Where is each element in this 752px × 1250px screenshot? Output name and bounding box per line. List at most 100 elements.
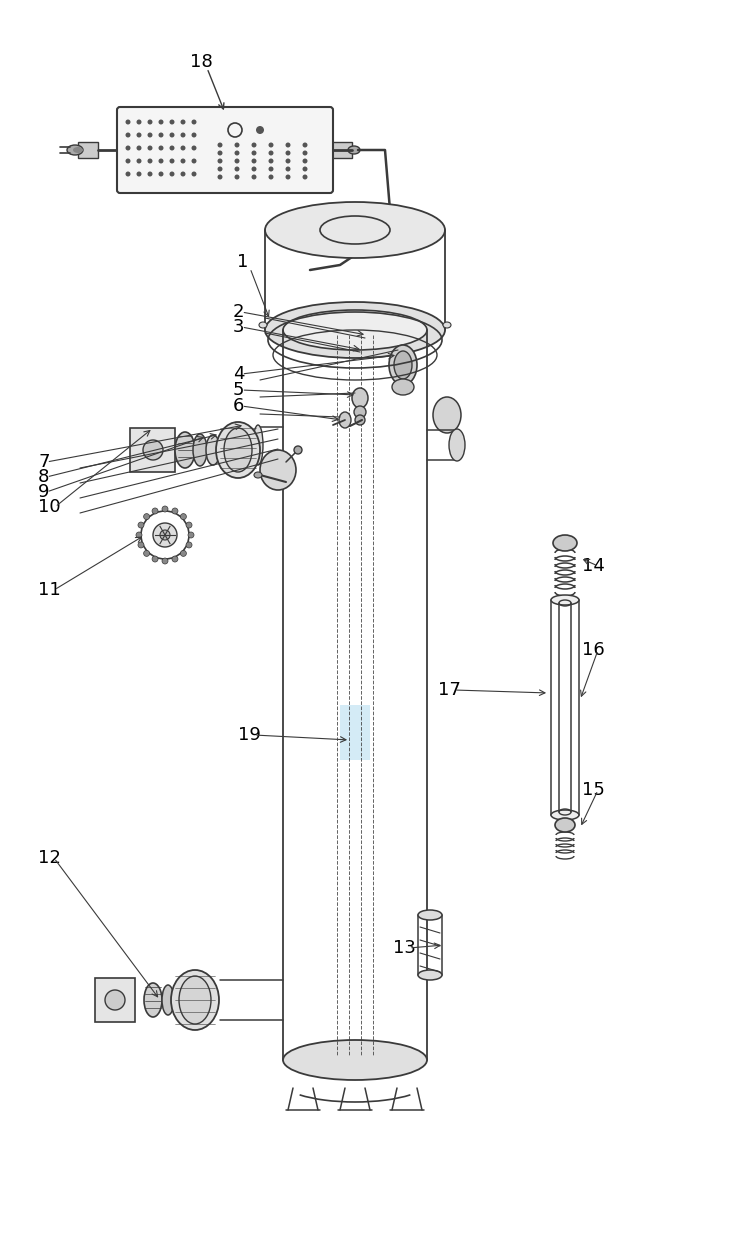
Ellipse shape bbox=[268, 159, 274, 164]
Ellipse shape bbox=[160, 530, 170, 540]
Ellipse shape bbox=[418, 910, 442, 920]
Ellipse shape bbox=[162, 506, 168, 512]
Ellipse shape bbox=[180, 550, 186, 556]
Ellipse shape bbox=[355, 415, 365, 425]
Ellipse shape bbox=[169, 120, 174, 125]
Ellipse shape bbox=[251, 159, 256, 164]
Ellipse shape bbox=[126, 145, 131, 150]
Ellipse shape bbox=[268, 166, 274, 171]
Ellipse shape bbox=[286, 322, 294, 328]
Ellipse shape bbox=[143, 440, 163, 460]
Ellipse shape bbox=[235, 175, 239, 180]
Ellipse shape bbox=[235, 142, 239, 148]
Text: 8: 8 bbox=[38, 468, 50, 486]
Text: 4: 4 bbox=[233, 365, 244, 382]
Ellipse shape bbox=[126, 159, 131, 164]
Ellipse shape bbox=[159, 132, 163, 138]
Bar bbox=[78, 142, 98, 158]
FancyBboxPatch shape bbox=[117, 107, 333, 192]
Bar bbox=[130, 428, 175, 472]
Ellipse shape bbox=[256, 126, 264, 134]
Ellipse shape bbox=[354, 406, 366, 418]
Text: 12: 12 bbox=[38, 849, 61, 868]
Text: 2: 2 bbox=[233, 302, 244, 321]
Ellipse shape bbox=[73, 148, 83, 152]
Ellipse shape bbox=[169, 132, 174, 138]
Ellipse shape bbox=[180, 132, 186, 138]
Ellipse shape bbox=[283, 1040, 427, 1080]
Ellipse shape bbox=[268, 142, 274, 148]
Ellipse shape bbox=[171, 970, 219, 1030]
Ellipse shape bbox=[159, 159, 163, 164]
Ellipse shape bbox=[162, 985, 174, 1015]
Text: 13: 13 bbox=[393, 939, 416, 958]
Bar bbox=[340, 705, 370, 760]
Text: 17: 17 bbox=[438, 681, 461, 699]
Ellipse shape bbox=[339, 412, 351, 428]
Ellipse shape bbox=[283, 310, 427, 350]
Ellipse shape bbox=[180, 171, 186, 176]
Ellipse shape bbox=[235, 159, 239, 164]
Text: 15: 15 bbox=[582, 781, 605, 799]
Ellipse shape bbox=[192, 120, 196, 125]
Ellipse shape bbox=[389, 345, 417, 385]
Ellipse shape bbox=[286, 159, 290, 164]
Ellipse shape bbox=[126, 171, 131, 176]
Ellipse shape bbox=[265, 202, 445, 258]
Text: 11: 11 bbox=[38, 581, 61, 599]
Ellipse shape bbox=[180, 145, 186, 150]
Ellipse shape bbox=[433, 398, 461, 432]
Ellipse shape bbox=[206, 435, 220, 465]
Bar bbox=[332, 142, 352, 158]
Ellipse shape bbox=[416, 322, 424, 328]
Ellipse shape bbox=[186, 542, 192, 548]
Ellipse shape bbox=[224, 428, 252, 472]
Ellipse shape bbox=[169, 171, 174, 176]
Ellipse shape bbox=[251, 175, 256, 180]
Ellipse shape bbox=[147, 159, 153, 164]
Ellipse shape bbox=[268, 175, 274, 180]
Ellipse shape bbox=[286, 322, 294, 328]
Ellipse shape bbox=[159, 171, 163, 176]
Ellipse shape bbox=[416, 322, 424, 328]
Ellipse shape bbox=[394, 351, 412, 379]
Ellipse shape bbox=[259, 322, 267, 328]
Ellipse shape bbox=[449, 429, 465, 461]
Ellipse shape bbox=[137, 120, 141, 125]
Ellipse shape bbox=[286, 166, 290, 171]
Ellipse shape bbox=[159, 145, 163, 150]
Ellipse shape bbox=[418, 970, 442, 980]
Ellipse shape bbox=[217, 166, 223, 171]
Ellipse shape bbox=[217, 175, 223, 180]
Ellipse shape bbox=[268, 150, 274, 155]
Ellipse shape bbox=[172, 556, 178, 562]
Text: 6: 6 bbox=[233, 398, 244, 415]
Ellipse shape bbox=[126, 120, 131, 125]
Ellipse shape bbox=[138, 542, 144, 548]
Ellipse shape bbox=[192, 171, 196, 176]
Ellipse shape bbox=[172, 508, 178, 514]
Ellipse shape bbox=[216, 422, 260, 478]
Ellipse shape bbox=[254, 472, 262, 478]
Ellipse shape bbox=[302, 150, 308, 155]
Ellipse shape bbox=[286, 142, 290, 148]
Ellipse shape bbox=[147, 132, 153, 138]
Ellipse shape bbox=[265, 302, 445, 358]
Text: 14: 14 bbox=[582, 558, 605, 575]
Ellipse shape bbox=[302, 159, 308, 164]
Text: 1: 1 bbox=[237, 253, 248, 271]
Ellipse shape bbox=[169, 145, 174, 150]
Ellipse shape bbox=[251, 150, 256, 155]
Ellipse shape bbox=[180, 514, 186, 520]
Ellipse shape bbox=[162, 558, 168, 564]
Ellipse shape bbox=[147, 145, 153, 150]
Ellipse shape bbox=[180, 120, 186, 125]
Ellipse shape bbox=[553, 535, 577, 551]
Ellipse shape bbox=[105, 990, 125, 1010]
Ellipse shape bbox=[179, 976, 211, 1024]
Ellipse shape bbox=[217, 142, 223, 148]
Ellipse shape bbox=[137, 132, 141, 138]
Ellipse shape bbox=[260, 450, 296, 490]
Ellipse shape bbox=[302, 166, 308, 171]
Ellipse shape bbox=[147, 171, 153, 176]
